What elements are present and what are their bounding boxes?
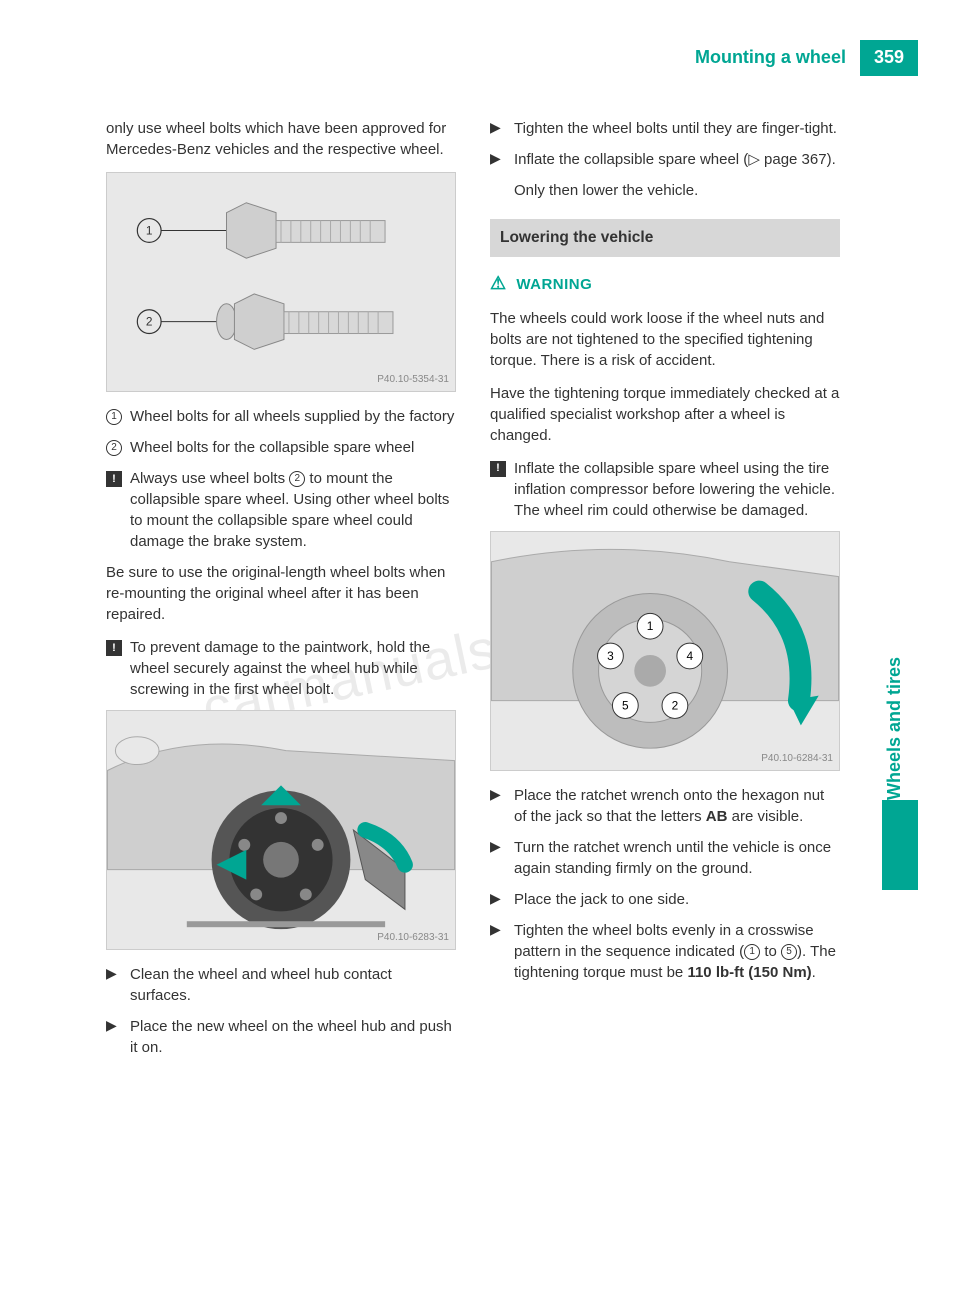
figure-lowering: 1 4 2 5 3 P40.10-6284-31: [490, 531, 840, 771]
left-column: only use wheel bolts which have been app…: [106, 118, 456, 1242]
bolt-diagram-svg: 1 2: [107, 173, 455, 391]
wheel-mount-svg: [107, 711, 455, 949]
step-text: Turn the ratchet wrench until the vehicl…: [514, 837, 840, 879]
step-item: ▶ Place the jack to one side.: [490, 889, 840, 910]
figure-wheel-bolts: 1 2: [106, 172, 456, 392]
step-item: ▶ Tighten the wheel bolts evenly in a cr…: [490, 920, 840, 983]
step-item: ▶ Inflate the collapsible spare wheel (▷…: [490, 149, 840, 170]
note-item: ! To prevent damage to the paintwork, ho…: [106, 637, 456, 700]
callout-item: 1 Wheel bolts for all wheels supplied by…: [106, 406, 456, 427]
intro-text: only use wheel bolts which have been app…: [106, 118, 456, 160]
side-tab-label: Wheels and tires: [882, 550, 918, 800]
step-marker-icon: ▶: [490, 118, 514, 139]
step-text: Place the new wheel on the wheel hub and…: [130, 1016, 456, 1058]
step-subtext: Only then lower the vehicle.: [490, 180, 840, 201]
bang-icon: !: [490, 458, 514, 521]
step-text: Inflate the collapsible spare wheel (▷ p…: [514, 149, 840, 170]
right-column: ▶ Tighten the wheel bolts until they are…: [490, 118, 840, 1242]
svg-text:1: 1: [647, 619, 654, 633]
page-number: 359: [860, 40, 918, 76]
bang-icon: !: [106, 637, 130, 700]
step-marker-icon: ▶: [490, 149, 514, 170]
side-tab: Wheels and tires: [882, 550, 918, 890]
callout-marker: 1: [106, 406, 130, 427]
warning-label: WARNING: [516, 276, 592, 293]
header-title: Mounting a wheel: [695, 40, 860, 76]
section-heading: Lowering the vehicle: [490, 219, 840, 257]
svg-text:3: 3: [607, 649, 614, 663]
step-text: Place the ratchet wrench onto the hexago…: [514, 785, 840, 827]
step-item: ▶ Turn the ratchet wrench until the vehi…: [490, 837, 840, 879]
step-text: Tighten the wheel bolts until they are f…: [514, 118, 840, 139]
figure-wheel-mount: P40.10-6283-31: [106, 710, 456, 950]
body-text: Be sure to use the original-length wheel…: [106, 562, 456, 625]
note-item: ! Always use wheel bolts 2 to mount the …: [106, 468, 456, 552]
callout-marker: 2: [106, 437, 130, 458]
step-marker-icon: ▶: [106, 964, 130, 1006]
content-columns: only use wheel bolts which have been app…: [106, 118, 840, 1242]
note-text: To prevent damage to the paintwork, hold…: [130, 637, 456, 700]
svg-text:2: 2: [672, 698, 679, 712]
step-text: Place the jack to one side.: [514, 889, 840, 910]
bang-icon: !: [106, 468, 130, 552]
step-marker-icon: ▶: [490, 837, 514, 879]
note-text: Always use wheel bolts 2 to mount the co…: [130, 468, 456, 552]
step-item: ▶ Clean the wheel and wheel hub contact …: [106, 964, 456, 1006]
svg-text:1: 1: [146, 223, 153, 237]
step-marker-icon: ▶: [490, 785, 514, 827]
figure-id: P40.10-6283-31: [377, 931, 449, 945]
warning-body: Have the tightening torque immediately c…: [490, 383, 840, 446]
step-text: Clean the wheel and wheel hub contact su…: [130, 964, 456, 1006]
svg-text:5: 5: [622, 698, 629, 712]
step-marker-icon: ▶: [106, 1016, 130, 1058]
step-item: ▶ Tighten the wheel bolts until they are…: [490, 118, 840, 139]
callout-item: 2 Wheel bolts for the collapsible spare …: [106, 437, 456, 458]
warning-body: The wheels could work loose if the wheel…: [490, 308, 840, 371]
step-item: ▶ Place the new wheel on the wheel hub a…: [106, 1016, 456, 1058]
step-marker-icon: ▶: [490, 889, 514, 910]
warning-header: ⚠ WARNING: [490, 271, 840, 296]
note-item: ! Inflate the collapsible spare wheel us…: [490, 458, 840, 521]
callout-text: Wheel bolts for all wheels supplied by t…: [130, 406, 456, 427]
step-text: Tighten the wheel bolts evenly in a cros…: [514, 920, 840, 983]
svg-text:2: 2: [146, 315, 153, 329]
svg-text:4: 4: [686, 649, 693, 663]
callout-text: Wheel bolts for the collapsible spare wh…: [130, 437, 456, 458]
step-text: Only then lower the vehicle.: [514, 180, 840, 201]
figure-id: P40.10-6284-31: [761, 752, 833, 766]
page-header: Mounting a wheel 359: [695, 40, 918, 76]
lowering-svg: 1 4 2 5 3: [491, 532, 839, 770]
figure-id: P40.10-5354-31: [377, 373, 449, 387]
side-tab-block: [882, 800, 918, 890]
step-marker-icon: ▶: [490, 920, 514, 983]
note-text: Inflate the collapsible spare wheel usin…: [514, 458, 840, 521]
warning-triangle-icon: ⚠: [490, 273, 506, 293]
step-item: ▶ Place the ratchet wrench onto the hexa…: [490, 785, 840, 827]
